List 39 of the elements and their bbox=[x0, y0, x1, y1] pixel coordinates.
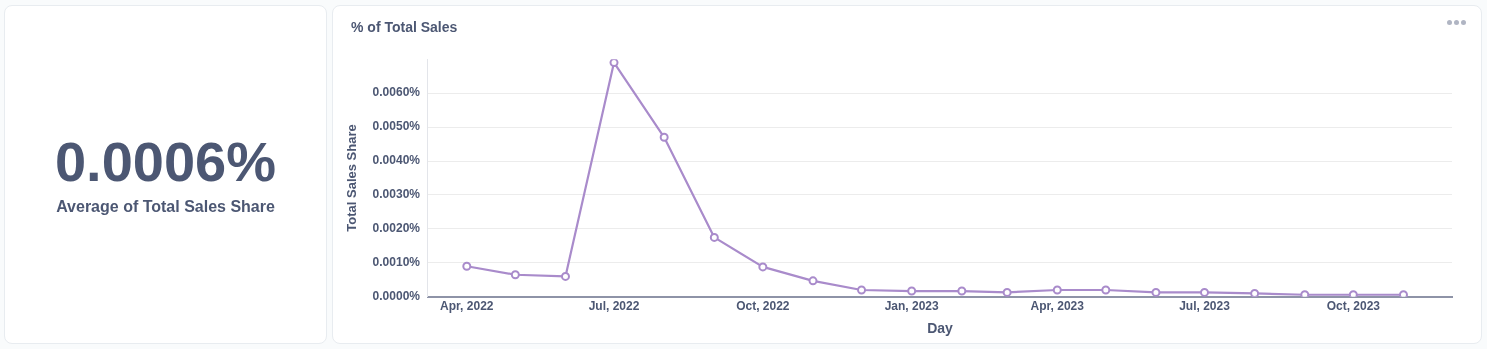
point bbox=[1398, 290, 1408, 297]
point bbox=[510, 270, 520, 280]
x-tick-label: Apr, 2022 bbox=[440, 299, 494, 314]
point bbox=[907, 286, 917, 296]
y-tick-label: 0.0060% bbox=[372, 85, 421, 100]
x-tick-label: Oct, 2022 bbox=[736, 299, 790, 314]
point bbox=[1199, 287, 1209, 297]
point bbox=[709, 232, 719, 242]
point bbox=[957, 286, 967, 296]
point bbox=[462, 261, 472, 271]
point bbox=[659, 132, 669, 142]
point bbox=[808, 276, 818, 286]
y-tick-label: 0.0000% bbox=[372, 289, 421, 304]
point bbox=[560, 271, 570, 281]
point bbox=[1101, 285, 1111, 295]
text: Average of Total Sales Share bbox=[56, 197, 275, 216]
x-tick-label: Jan, 2023 bbox=[884, 299, 940, 314]
x-tick-label: Oct, 2023 bbox=[1326, 299, 1381, 314]
point bbox=[758, 262, 768, 272]
point bbox=[1300, 290, 1310, 297]
y-axis-title: Total Sales Share bbox=[344, 124, 360, 232]
text: 0.0006% bbox=[54, 129, 277, 193]
point bbox=[1250, 288, 1260, 297]
x-tick-label: Apr, 2023 bbox=[1030, 299, 1085, 314]
x-axis-title: Day bbox=[927, 320, 954, 337]
chart-title: % of Total Sales bbox=[351, 19, 458, 35]
y-tick-label: 0.0050% bbox=[372, 119, 421, 134]
y-tick-label: 0.0010% bbox=[372, 255, 421, 270]
x-tick-label: Jul, 2023 bbox=[1179, 299, 1231, 314]
point bbox=[857, 285, 867, 295]
point bbox=[1348, 290, 1358, 297]
y-tick-label: 0.0030% bbox=[372, 187, 421, 202]
point bbox=[1151, 287, 1161, 297]
x-tick-label: Jul, 2022 bbox=[588, 299, 640, 314]
y-tick-label: 0.0040% bbox=[372, 153, 421, 168]
point bbox=[1002, 287, 1012, 297]
y-tick-label: 0.0020% bbox=[372, 221, 421, 236]
point bbox=[1052, 285, 1062, 295]
point bbox=[609, 59, 619, 68]
